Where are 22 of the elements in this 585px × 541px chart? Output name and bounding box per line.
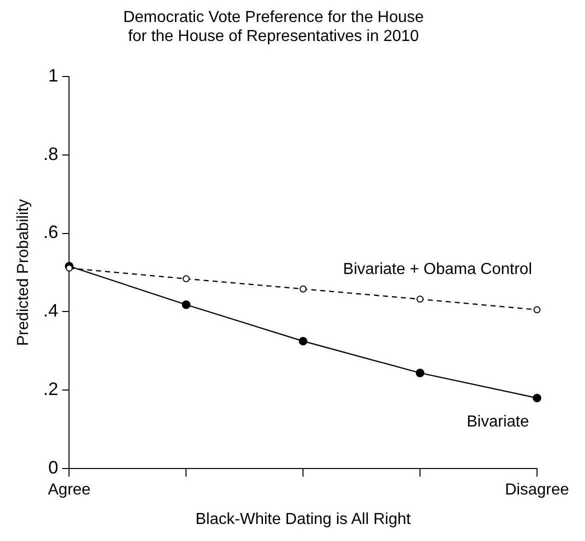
y-tick-label: 1 (48, 65, 58, 86)
x-axis-title: Black-White Dating is All Right (196, 510, 412, 528)
point (66, 264, 73, 272)
point (416, 296, 424, 303)
series-label: Bivariate (466, 413, 530, 430)
y-axis-title: Predicted Probability (15, 199, 32, 346)
x-tick-label: Agree (48, 482, 91, 499)
series-label: Bivariate + Obama Control (343, 261, 532, 278)
point (534, 306, 540, 314)
y-tick-label: .8 (43, 144, 58, 164)
point (416, 368, 424, 378)
point (182, 300, 190, 309)
y-tick-label: 0 (48, 458, 58, 478)
y-tick-label: .6 (43, 222, 58, 242)
point (298, 336, 308, 346)
point (182, 275, 190, 282)
point (532, 394, 542, 402)
y-tick-label: .2 (43, 379, 58, 400)
x-tick-label: Disagree (504, 482, 570, 499)
point (300, 285, 307, 292)
chart-title: Democratic Vote Preference for the House for the House of Representatives in 2010 (123, 9, 424, 46)
y-tick-label: .4 (43, 300, 58, 321)
